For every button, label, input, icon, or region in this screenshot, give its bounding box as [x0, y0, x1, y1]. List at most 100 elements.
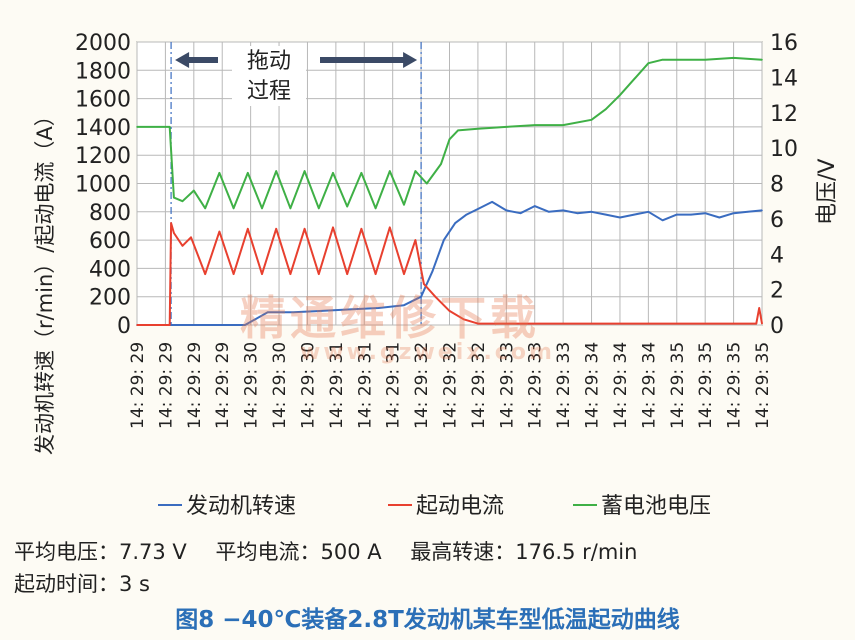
data-point	[318, 207, 320, 210]
data-point	[647, 211, 650, 213]
data-point	[261, 273, 263, 275]
right-tick-label: 4	[770, 243, 784, 268]
avg-current: 平均电流：500 A	[215, 540, 382, 564]
data-point	[318, 273, 320, 275]
data-point	[193, 189, 195, 192]
data-point	[690, 213, 692, 216]
data-point	[261, 207, 263, 210]
data-point	[275, 228, 278, 230]
x-axis: 14: 29: 29 14: 29: 29 14: 29: 29 14: 29: 29…	[128, 342, 773, 429]
data-point	[505, 322, 508, 325]
left-tick-label: 800	[89, 201, 131, 226]
data-point	[732, 322, 735, 325]
drag-arrow-left-head	[175, 52, 190, 68]
x-tick-label: 14: 29: 29	[185, 342, 205, 429]
left-tick-label: 400	[89, 257, 131, 282]
data-point	[661, 219, 664, 222]
x-tick-label: 14: 29: 35	[753, 342, 773, 429]
left-tick-label: 600	[89, 229, 131, 254]
data-point	[173, 232, 175, 234]
data-point	[761, 322, 763, 325]
data-point	[477, 127, 479, 130]
left-axis-title: 发动机转速（r/min）/起动电流（A）	[33, 105, 57, 455]
left-tick-label: 1800	[75, 59, 131, 84]
data-point	[619, 216, 621, 219]
data-point	[168, 126, 171, 128]
data-point	[633, 78, 635, 80]
legend: 发动机转速 起动电流 蓄电池电压	[158, 494, 711, 519]
data-point	[533, 124, 536, 126]
data-point	[349, 308, 351, 311]
data-point	[426, 182, 428, 185]
data-point	[576, 212, 579, 214]
x-tick-label: 14: 29: 31	[355, 342, 375, 429]
data-point	[533, 205, 536, 207]
right-tick-label: 14	[770, 66, 798, 91]
data-point	[590, 211, 593, 213]
data-point	[443, 239, 445, 241]
x-tick-label: 14: 29: 35	[725, 342, 745, 429]
data-point	[477, 322, 479, 325]
watermark: 精通维修下载	[240, 291, 540, 345]
data-point	[505, 209, 508, 212]
data-point	[758, 307, 760, 309]
x-tick-label: 14: 29: 32	[441, 342, 461, 429]
data-point	[548, 211, 550, 213]
data-point	[761, 58, 763, 61]
x-tick-label: 14: 29: 32	[469, 342, 489, 429]
data-point	[360, 172, 363, 174]
data-point	[732, 212, 735, 214]
data-point	[374, 273, 377, 275]
data-point	[676, 213, 678, 216]
right-y-axis: 0 2 4 6 8 10 12 14 16	[770, 31, 798, 339]
data-point	[303, 170, 306, 172]
data-point	[562, 209, 564, 212]
data-point	[232, 273, 235, 275]
data-point	[193, 324, 195, 326]
data-point	[389, 170, 391, 172]
right-tick-label: 0	[770, 314, 784, 339]
legend-label: 蓄电池电压	[601, 494, 711, 519]
data-point	[403, 304, 405, 307]
data-point	[562, 322, 564, 325]
data-point	[633, 213, 635, 216]
data-point	[168, 324, 171, 326]
data-point	[374, 207, 377, 210]
data-point	[761, 209, 763, 212]
left-tick-label: 1200	[75, 144, 131, 169]
data-point	[181, 245, 184, 247]
data-point	[732, 57, 735, 59]
right-tick-label: 6	[770, 208, 784, 233]
x-tick-label: 14: 29: 29	[213, 342, 233, 429]
data-point	[440, 163, 442, 165]
right-axis-title: 电压/V	[815, 159, 840, 225]
data-point	[605, 108, 607, 110]
data-point	[136, 324, 138, 326]
data-point	[303, 228, 306, 230]
data-point	[465, 213, 468, 216]
x-tick-label: 14: 29: 30	[242, 342, 262, 429]
left-tick-label: 0	[117, 314, 131, 339]
data-point	[360, 228, 363, 230]
summary-row-1: 平均电压：7.73 V 平均电流：500 A 最高转速：176.5 r/min	[14, 536, 659, 566]
data-point	[244, 324, 246, 326]
data-point	[423, 283, 425, 285]
data-point	[431, 270, 434, 273]
data-point	[647, 62, 650, 64]
data-point	[661, 58, 664, 61]
data-point	[434, 295, 437, 298]
data-point	[747, 211, 749, 213]
x-tick-label: 14: 29: 33	[554, 342, 574, 429]
data-point	[204, 207, 206, 210]
data-point	[292, 311, 295, 314]
x-tick-label: 14: 29: 32	[412, 342, 432, 429]
start-time: 起动时间：3 s	[14, 572, 150, 596]
data-point	[448, 310, 451, 312]
data-point	[275, 170, 278, 172]
left-tick-label: 200	[89, 286, 131, 311]
max-speed: 最高转速：176.5 r/min	[410, 540, 638, 564]
data-point	[519, 212, 522, 214]
data-point	[232, 207, 235, 210]
data-point	[457, 129, 459, 132]
x-tick-label: 14: 29: 34	[611, 342, 631, 429]
